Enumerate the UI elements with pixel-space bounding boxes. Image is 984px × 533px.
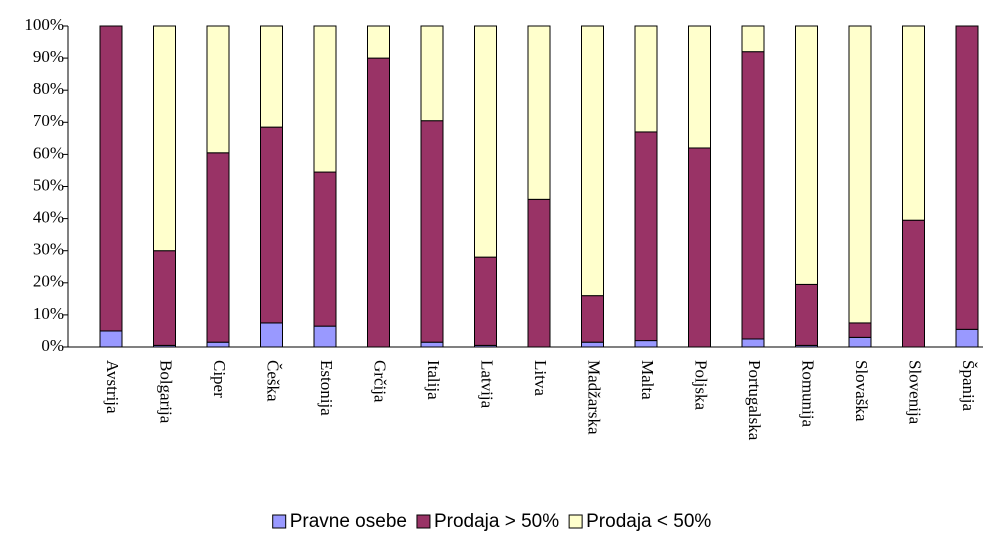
y-tick-label: 80% <box>33 79 64 98</box>
legend-label: Pravne osebe <box>290 511 407 532</box>
bar-segment <box>99 25 123 332</box>
y-tick-label: 0% <box>41 336 64 355</box>
x-tick-label: Španija <box>959 360 978 411</box>
legend-swatch <box>568 514 583 529</box>
bar-segment <box>848 336 872 348</box>
x-tick-label: Litva <box>531 360 550 396</box>
bar-segment <box>688 147 711 348</box>
bar-segment <box>206 152 230 343</box>
y-tick-label: 60% <box>33 143 64 162</box>
bar-segment <box>527 25 551 200</box>
x-tick-label: Grčija <box>371 360 390 403</box>
bar-segment <box>688 25 711 149</box>
bar-segment <box>260 25 283 128</box>
legend-label: Prodaja > 50% <box>434 511 559 532</box>
bar-segment <box>420 341 444 348</box>
bar-segment <box>367 57 390 348</box>
bar-segment <box>848 322 872 338</box>
bar-segment <box>741 51 765 340</box>
legend-label: Prodaja < 50% <box>586 511 711 532</box>
bar-segment <box>955 25 979 330</box>
y-tick-label: 40% <box>33 208 64 227</box>
bar-segment <box>795 283 818 346</box>
bar-segment <box>527 198 551 348</box>
bar-segment <box>902 25 925 221</box>
bar-segment <box>902 219 925 348</box>
bar-segment <box>955 328 979 348</box>
bar-segment <box>153 25 176 252</box>
x-tick-label: Portugalska <box>745 360 764 441</box>
bar-segment <box>260 322 283 348</box>
bar-segment <box>420 25 444 122</box>
bar-segment <box>741 25 765 53</box>
x-tick-label: Ciper <box>210 360 229 398</box>
bar-segment <box>99 330 123 348</box>
bar-segment <box>741 338 765 348</box>
bar-segment <box>474 25 497 258</box>
x-tick-label: Romunija <box>799 360 818 428</box>
bar-segment <box>848 25 872 324</box>
x-tick-label: Slovaška <box>852 360 871 422</box>
bar-segment <box>420 120 444 343</box>
x-tick-label: Italija <box>424 360 443 400</box>
x-tick-label: Malta <box>638 360 657 400</box>
bar-segment <box>581 341 604 348</box>
x-tick-label: Poljska <box>692 360 711 411</box>
bar-segment <box>634 25 658 133</box>
bar-segment <box>634 340 658 348</box>
x-tick-label: Bolgarija <box>157 360 176 424</box>
x-tick-label: Madžarska <box>585 360 604 435</box>
x-tick-label: Estonija <box>317 360 336 416</box>
bar-segment <box>474 256 497 346</box>
y-tick-label: 100% <box>24 15 64 34</box>
y-tick-label: 10% <box>33 304 64 323</box>
x-tick-label: Avstrija <box>103 360 122 414</box>
bar-segment <box>581 295 604 343</box>
bar-segment <box>260 126 283 324</box>
y-tick-label: 30% <box>33 240 64 259</box>
x-tick-label: Slovenija <box>906 360 925 425</box>
bar-segment <box>581 25 604 297</box>
y-tick-label: 70% <box>33 111 64 130</box>
y-tick-label: 50% <box>33 175 64 194</box>
x-tick-label: Češka <box>264 360 283 402</box>
legend-swatch <box>416 514 431 529</box>
bar-segment <box>367 25 390 59</box>
bar-segment <box>795 25 818 285</box>
y-tick-label: 90% <box>33 47 64 66</box>
bar-segment <box>153 250 176 346</box>
bar-segment <box>313 325 337 348</box>
bar-segment <box>313 25 337 173</box>
legend-swatch <box>272 514 287 529</box>
bar-segment <box>313 171 337 327</box>
x-tick-label: Latvija <box>478 360 497 409</box>
y-tick-label: 20% <box>33 272 64 291</box>
bar-segment <box>206 341 230 348</box>
bar-segment <box>634 131 658 342</box>
bar-segment <box>206 25 230 154</box>
